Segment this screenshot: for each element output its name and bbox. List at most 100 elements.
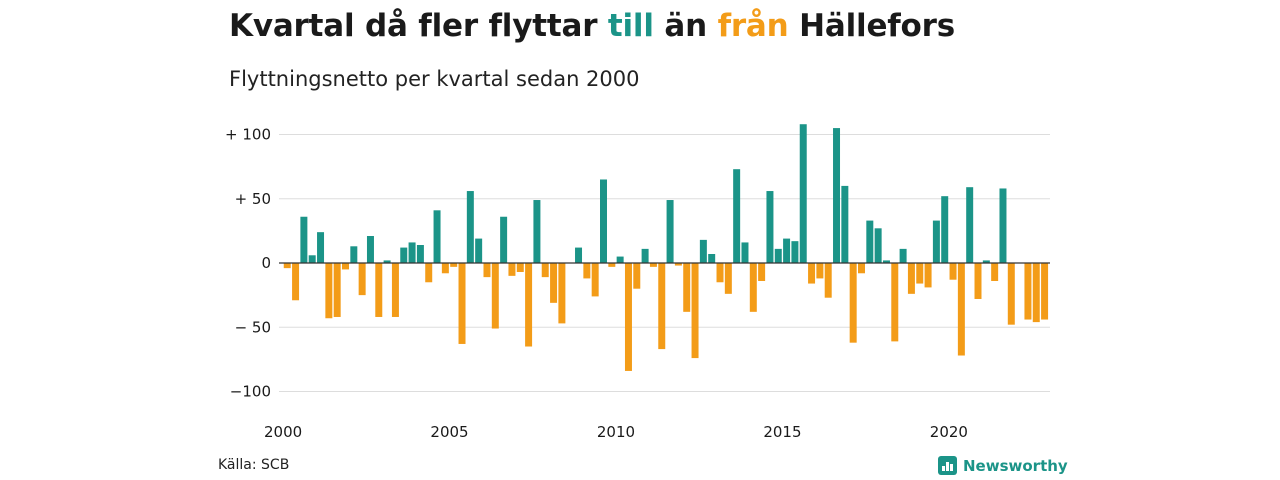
bar-negative <box>608 263 616 267</box>
bar-positive <box>941 196 949 263</box>
bar-positive <box>600 179 607 263</box>
bar-negative <box>691 263 699 359</box>
x-tick-label: 2000 <box>264 423 302 441</box>
y-tick-label: + 100 <box>225 126 271 144</box>
bar-negative <box>907 263 915 294</box>
y-tick-label: 0 <box>261 254 271 272</box>
brand-logo: Newsworthy <box>938 456 1068 475</box>
bar-positive <box>791 241 799 263</box>
chart-title: Kvartal då fler flyttar till än från Häl… <box>229 8 955 44</box>
bar-negative <box>583 263 591 279</box>
bar-positive <box>666 200 674 263</box>
bar-positive <box>766 191 774 263</box>
title-out-word: från <box>717 8 789 44</box>
bar-positive <box>500 216 508 263</box>
bar-positive <box>475 238 483 263</box>
bar-negative <box>558 263 566 324</box>
bar-positive <box>308 255 316 263</box>
brand-name: Newsworthy <box>963 456 1068 475</box>
bar-negative <box>949 263 957 280</box>
source-note: Källa: SCB <box>218 457 290 473</box>
bar-negative <box>325 263 333 319</box>
x-tick-label: 2015 <box>763 423 801 441</box>
bar-negative <box>342 263 349 270</box>
bar-positive <box>874 228 882 264</box>
bar-positive <box>408 242 416 263</box>
y-tick-label: + 50 <box>235 190 271 208</box>
bar-positive <box>575 247 583 263</box>
title-part-1: Kvartal då fler flyttar <box>229 8 608 44</box>
bar-negative <box>633 263 641 289</box>
bar-positive <box>433 210 441 263</box>
bar-negative <box>683 263 691 312</box>
bar-negative <box>283 263 291 269</box>
bar-negative <box>358 263 366 296</box>
bar-negative <box>375 263 383 317</box>
bar-positive <box>400 247 408 263</box>
newsworthy-icon <box>938 456 957 475</box>
bar-positive <box>300 216 308 263</box>
bar-positive <box>932 220 940 263</box>
bar-positive <box>882 260 890 263</box>
bar-negative <box>458 263 466 344</box>
bar-negative <box>333 263 341 317</box>
bar-negative <box>1007 263 1015 325</box>
bar-positive <box>833 128 841 263</box>
bar-negative <box>292 263 300 301</box>
bar-positive <box>741 242 749 263</box>
bar-negative <box>441 263 449 274</box>
x-tick-label: 2020 <box>930 423 968 441</box>
bar-positive <box>416 245 424 263</box>
bar-negative <box>624 263 632 371</box>
x-tick-label: 2005 <box>430 423 468 441</box>
bar-negative <box>808 263 816 284</box>
bar-negative <box>1032 263 1040 323</box>
y-tick-label: − 50 <box>235 318 271 336</box>
title-in-word: till <box>607 8 654 44</box>
x-tick-label: 2010 <box>597 423 635 441</box>
bar-negative <box>957 263 965 356</box>
bar-positive <box>841 185 849 263</box>
bar-negative <box>1024 263 1032 320</box>
bar-negative <box>824 263 832 298</box>
bar-negative <box>716 263 724 283</box>
bar-negative <box>508 263 516 276</box>
bar-positive <box>641 248 649 263</box>
bar-negative <box>674 263 682 266</box>
bar-negative <box>1041 263 1049 320</box>
bar-positive <box>708 254 716 263</box>
bar-negative <box>991 263 999 281</box>
bar-positive <box>466 191 474 263</box>
bar-positive <box>999 188 1007 263</box>
bar-positive <box>982 260 990 263</box>
bar-negative <box>591 263 599 297</box>
y-tick-label: −100 <box>230 383 271 401</box>
bar-positive <box>799 124 807 263</box>
bar-negative <box>550 263 558 303</box>
bar-negative <box>516 263 524 272</box>
bar-negative <box>425 263 433 283</box>
bar-negative <box>749 263 757 312</box>
bar-negative <box>649 263 657 267</box>
bar-positive <box>899 248 907 263</box>
bar-negative <box>724 263 732 294</box>
bar-positive <box>533 200 541 263</box>
title-part-2: än <box>653 8 718 44</box>
bar-negative <box>891 263 899 342</box>
bar-positive <box>866 220 874 263</box>
bar-negative <box>525 263 533 347</box>
bar-positive <box>699 239 707 263</box>
bar-positive <box>383 260 391 263</box>
bar-negative <box>849 263 857 343</box>
bar-negative <box>816 263 824 279</box>
bar-positive <box>350 246 358 263</box>
bar-negative <box>491 263 499 329</box>
title-part-3: Hällefors <box>788 8 955 44</box>
bar-positive <box>733 169 741 263</box>
bar-positive <box>366 236 374 263</box>
bar-positive <box>774 248 782 263</box>
bar-negative <box>483 263 491 278</box>
bar-positive <box>616 256 624 263</box>
bar-positive <box>783 238 791 263</box>
